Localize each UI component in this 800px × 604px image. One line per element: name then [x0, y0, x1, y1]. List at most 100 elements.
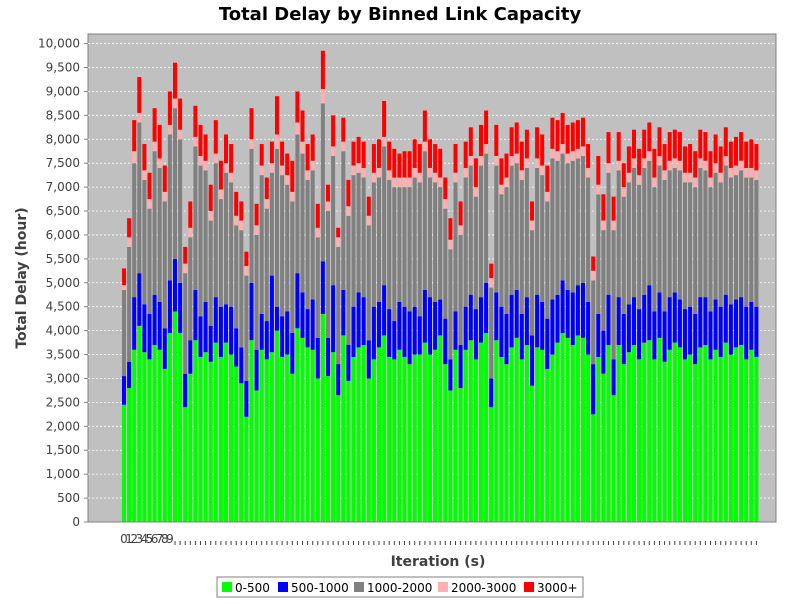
- bar-segment: [535, 167, 540, 295]
- bar-segment: [734, 347, 738, 522]
- bar-segment: [341, 335, 346, 522]
- bar-segment: [198, 124, 203, 156]
- bar-segment: [530, 201, 534, 221]
- y-tick-label: 9,500: [46, 60, 80, 74]
- bar-segment: [208, 211, 213, 221]
- bar-segment: [621, 187, 626, 197]
- bar-segment: [417, 172, 422, 183]
- bar-segment: [392, 177, 397, 188]
- bar-segment: [275, 134, 279, 149]
- bar-segment: [473, 158, 478, 188]
- bar-segment: [749, 301, 754, 350]
- bar-segment: [637, 184, 642, 310]
- bar-segment: [387, 141, 392, 171]
- bar-segment: [744, 359, 749, 522]
- bar-segment: [137, 273, 142, 326]
- bar-segment: [601, 194, 606, 221]
- bar-segment: [473, 309, 478, 360]
- bar-segment: [489, 287, 494, 379]
- bar-segment: [519, 359, 524, 522]
- bar-segment: [657, 127, 662, 156]
- bar-segment: [402, 306, 407, 357]
- bar-segment: [514, 122, 519, 154]
- bar-segment: [259, 165, 264, 176]
- bar-segment: [295, 91, 300, 123]
- bar-segment: [662, 361, 667, 522]
- bar-segment: [632, 129, 636, 159]
- bar-segment: [438, 187, 443, 300]
- bar-segment: [734, 299, 738, 348]
- bar-segment: [708, 151, 713, 178]
- bar-segment: [244, 275, 249, 381]
- bar-segment: [315, 337, 320, 379]
- bar-segment: [157, 167, 162, 302]
- bar-segment: [530, 335, 534, 386]
- bar-segment: [565, 289, 570, 338]
- bar-segment: [254, 225, 259, 235]
- bar-segment: [218, 199, 223, 307]
- bar-segment: [275, 148, 279, 307]
- legend-label: 0-500: [235, 581, 270, 595]
- bar-segment: [193, 105, 198, 137]
- bar-segment: [637, 175, 642, 185]
- bar-segment: [453, 311, 458, 350]
- bar-segment: [565, 153, 570, 164]
- bar-segment: [708, 187, 713, 312]
- bar-segment: [555, 151, 560, 161]
- bar-segment: [326, 337, 330, 377]
- bar-segment: [295, 273, 300, 329]
- bar-segment: [417, 182, 422, 317]
- y-tick-label: 500: [57, 491, 80, 505]
- bar-segment: [157, 158, 162, 168]
- bar-segment: [652, 187, 657, 312]
- bar-segment: [683, 172, 687, 183]
- bar-segment: [417, 354, 422, 522]
- bar-segment: [586, 301, 591, 355]
- bar-segment: [280, 316, 285, 357]
- bar-segment: [703, 170, 708, 298]
- bar-segment: [336, 395, 341, 522]
- bar-segment: [285, 153, 290, 176]
- bar-segment: [662, 179, 667, 312]
- y-tick-label: 6,500: [46, 204, 80, 218]
- bar-segment: [611, 196, 616, 221]
- bar-segment: [494, 165, 499, 293]
- bar-segment: [203, 301, 208, 353]
- bar-segment: [693, 187, 698, 314]
- bar-segment: [499, 306, 504, 357]
- bar-segment: [422, 141, 427, 152]
- bar-segment: [749, 139, 754, 168]
- bar-segment: [672, 167, 677, 293]
- bar-segment: [713, 172, 718, 300]
- x-tick-label: 2: [130, 532, 138, 546]
- bar-segment: [586, 354, 591, 522]
- bar-segment: [152, 151, 157, 295]
- bar-segment: [473, 359, 478, 522]
- bar-segment: [647, 122, 652, 152]
- bar-segment: [346, 344, 351, 381]
- bar-segment: [611, 220, 616, 231]
- bar-segment: [433, 172, 438, 183]
- bar-segment: [218, 189, 223, 200]
- bar-segment: [453, 349, 458, 522]
- bar-segment: [122, 404, 126, 522]
- bar-segment: [239, 201, 244, 221]
- bar-segment: [264, 321, 269, 360]
- bar-segment: [285, 311, 290, 355]
- bar-segment: [677, 170, 682, 300]
- bar-segment: [382, 100, 387, 137]
- bar-segment: [433, 182, 438, 302]
- bar-segment: [677, 347, 682, 522]
- bar-segment: [331, 156, 336, 286]
- bar-segment: [422, 151, 427, 290]
- bar-segment: [382, 146, 387, 286]
- bar-segment: [468, 340, 473, 522]
- legend-label: 2000-3000: [451, 581, 516, 595]
- bar-segment: [428, 139, 432, 168]
- bar-segment: [254, 234, 259, 350]
- bar-segment: [147, 172, 152, 200]
- bar-segment: [509, 294, 514, 348]
- bar-segment: [300, 337, 305, 522]
- bar-segment: [428, 354, 432, 522]
- bar-segment: [632, 167, 636, 298]
